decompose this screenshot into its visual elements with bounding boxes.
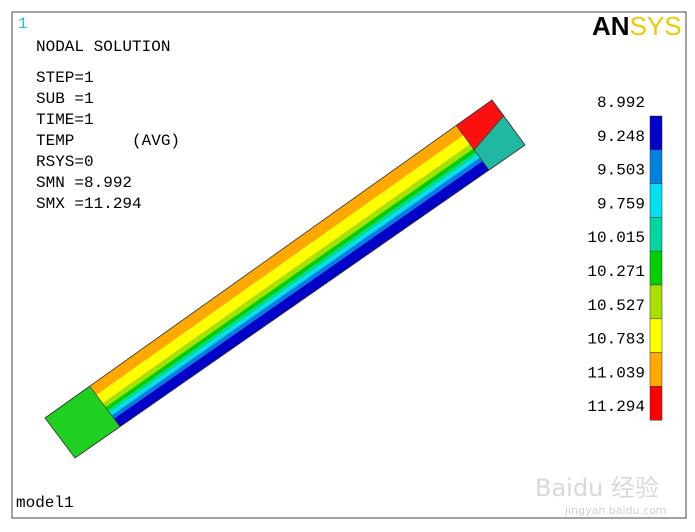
logo-part: AN [592,11,630,41]
legend-swatch [649,352,663,387]
legend-label: 11.294 [587,398,645,416]
beam-band [105,148,476,411]
legend-label: 10.271 [587,263,645,281]
info-line: STEP=1 [36,69,94,87]
beam-band [109,154,480,416]
beam-band [113,161,489,427]
legend-label: 10.783 [587,331,645,349]
legend-swatch [649,284,663,320]
legend-label: 9.248 [597,128,645,146]
info-line: SUB =1 [36,90,94,108]
watermark-url: jingyan.baidu.com [564,504,667,517]
legend-label: 11.039 [587,364,645,382]
info-line: TEMP (AVG) [36,132,180,150]
legend-label: 9.759 [597,195,645,213]
beam-band [107,152,478,413]
legend-label: 8.992 [597,94,645,112]
legend: 8.992 9.248 9.503 9.759 10.015 10.271 10.527 10… [587,94,663,421]
info-line: RSYS=0 [36,153,94,171]
legend-label: 10.527 [587,297,645,315]
legend-swatch [649,318,663,353]
beam-band [89,125,464,396]
info-line: TIME=1 [36,111,94,129]
legend-swatch [649,183,663,218]
window-number: 1 [18,15,28,33]
watermark-brand: Baidu 经验 [535,474,659,502]
beam-model [44,99,526,459]
logo: ANSYS [592,11,682,41]
legend-swatch [649,217,663,252]
beam-outline [44,99,526,459]
legend-swatch [649,115,663,151]
legend-swatch [649,386,663,421]
info-line: SMN =8.992 [36,174,132,192]
plot-title: NODAL SOLUTION [36,38,170,56]
legend-swatch [649,149,663,184]
beam-band [111,157,483,419]
beam-band [96,135,470,404]
info-line: SMX =11.294 [36,195,142,213]
legend-label: 9.503 [597,162,645,180]
legend-label: 10.015 [587,229,645,247]
beam-band [102,144,474,408]
legend-swatch [649,250,663,286]
model-name: model1 [16,494,74,512]
logo-part: SYS [630,11,682,41]
